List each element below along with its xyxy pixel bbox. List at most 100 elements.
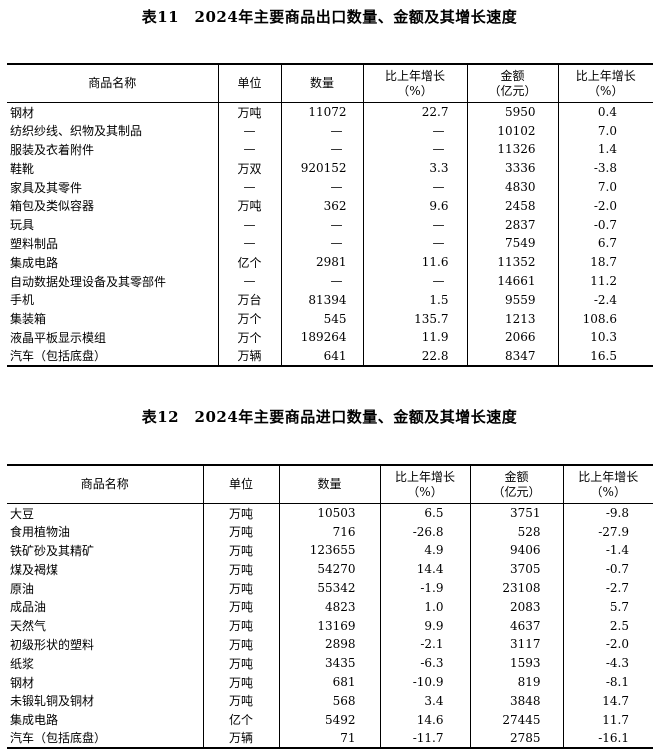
column-header-name: 商品名称: [7, 64, 218, 103]
cell-amount: 5950: [466, 102, 558, 122]
cell-amount: 3705: [469, 559, 563, 579]
table-row: 纸浆 万吨 3435 -6.3 1593 -4.3: [7, 653, 653, 673]
cell-quantity: 3435: [278, 653, 380, 673]
cell-amount: 4637: [469, 616, 563, 636]
cell-amount-growth: 10.3: [557, 328, 653, 347]
cell-quantity-growth: 22.7: [362, 102, 467, 122]
cell-amount-growth: -27.9: [562, 522, 653, 542]
cell-quantity: 641: [280, 346, 363, 366]
cell-quantity-growth: -2.1: [379, 635, 470, 654]
cell-quantity-growth: -1.9: [379, 578, 470, 598]
table11-title: 表11 2024年主要商品出口数量、金额及其增长速度: [141, 8, 518, 26]
cell-name: 大豆: [10, 506, 35, 521]
table-row: 塑料制品 — — —7549 6.7: [7, 234, 653, 253]
cell-quantity-growth: 1.5: [362, 290, 467, 310]
column-header-quantity-growth: 比上年增长 （%）: [362, 64, 467, 103]
cell-amount: 1593: [469, 653, 563, 673]
table-row: 煤及褐煤 万吨 54270 14.4 3705 -0.7: [7, 559, 653, 579]
cell-amount-growth: -3.8: [557, 158, 653, 178]
cell-amount: 2066: [466, 328, 558, 347]
cell-amount: 7549: [466, 234, 558, 253]
cell-amount-growth: 108.6: [557, 309, 653, 329]
cell-name: 原油: [10, 581, 35, 596]
cell-unit: —: [217, 215, 281, 235]
cell-quantity: 568: [278, 691, 380, 711]
cell-amount: 528: [469, 522, 563, 542]
cell-quantity-growth: —: [362, 215, 467, 235]
cell-quantity-growth: 14.4: [379, 559, 470, 579]
cell-quantity: 920152: [280, 158, 363, 178]
column-header-quantity-growth: 比上年增长 （%）: [379, 465, 470, 504]
cell-amount: 1213: [466, 309, 558, 329]
cell-unit: —: [217, 271, 281, 291]
export-table: 商品名称 单位 数量 比上年增长 （%） 金额 （亿元） 比上年增长 （%） 钢材 万吨 11…: [7, 63, 653, 367]
cell-name: 家具及其零件: [10, 180, 83, 195]
cell-unit: 万吨: [202, 559, 279, 579]
cell-unit: 亿个: [202, 710, 279, 730]
cell-unit: 万辆: [217, 346, 281, 366]
cell-quantity-growth: 11.9: [362, 328, 467, 347]
import-table: 商品名称 单位 数量 比上年增长 （%） 金额 （亿元） 比上年增长 （%） 大豆 万吨 10…: [7, 464, 653, 749]
cell-unit: 万吨: [202, 691, 279, 711]
table-row: 未锻轧铜及铜材 万吨 568 3.4 3848 14.7: [7, 691, 653, 711]
cell-quantity-growth: 6.5: [379, 503, 470, 523]
cell-unit: —: [217, 177, 281, 197]
cell-amount-growth: -4.3: [562, 653, 653, 673]
column-header-name: 商品名称: [7, 465, 203, 504]
cell-quantity: 81394: [280, 290, 363, 310]
cell-unit: 万吨: [202, 541, 279, 560]
cell-name: 汽车（包括底盘）: [10, 349, 107, 364]
cell-quantity: 11072: [280, 102, 363, 122]
table-row: 家具及其零件 — — —4830 7.0: [7, 177, 653, 197]
cell-name: 集成电路: [10, 255, 59, 270]
column-header-quantity: 数量: [280, 64, 363, 103]
cell-unit: 万吨: [217, 102, 281, 122]
column-header-unit: 单位: [217, 64, 281, 103]
cell-quantity: 189264: [280, 328, 363, 347]
cell-quantity: 55342: [278, 578, 380, 598]
cell-quantity: 13169: [278, 616, 380, 636]
cell-amount: 11352: [466, 252, 558, 272]
cell-quantity-growth: 9.9: [379, 616, 470, 636]
cell-quantity: 123655: [278, 541, 380, 560]
cell-quantity: —: [280, 215, 363, 235]
cell-unit: 万吨: [202, 578, 279, 598]
cell-unit: —: [217, 140, 281, 159]
cell-name: 纸浆: [10, 656, 35, 671]
cell-quantity: 681: [278, 672, 380, 692]
cell-quantity-growth: -11.7: [379, 729, 470, 748]
cell-amount-growth: 11.7: [562, 710, 653, 730]
cell-quantity: 5492: [278, 710, 380, 730]
cell-unit: 万个: [217, 328, 281, 347]
table-row: 服装及衣着附件 — — —11326 1.4: [7, 140, 653, 159]
column-header-amount-growth: 比上年增长 （%）: [557, 64, 653, 103]
cell-amount-growth: 18.7: [557, 252, 653, 272]
cell-name: 液晶平板显示模组: [10, 330, 107, 345]
column-header-quantity: 数量: [278, 465, 380, 504]
cell-amount: 819: [469, 672, 563, 692]
cell-quantity-growth: -26.8: [379, 522, 470, 542]
table12-title: 表12 2024年主要商品进口数量、金额及其增长速度: [141, 408, 518, 426]
cell-name: 箱包及类似容器: [10, 199, 95, 214]
cell-amount: 9406: [469, 541, 563, 560]
cell-amount-growth: 0.4: [557, 102, 653, 122]
cell-quantity: 2981: [280, 252, 363, 272]
cell-unit: 万吨: [202, 672, 279, 692]
table-row: 箱包及类似容器 万吨 362 9.6 2458 -2.0: [7, 196, 653, 216]
cell-quantity: 2898: [278, 635, 380, 654]
cell-amount: 8347: [466, 346, 558, 366]
cell-name: 纺织纱线、织物及其制品: [10, 124, 143, 139]
cell-quantity: 4823: [278, 597, 380, 617]
cell-unit: —: [217, 234, 281, 253]
cell-unit: —: [217, 121, 281, 141]
cell-name: 煤及褐煤: [10, 562, 59, 577]
cell-name: 钢材: [10, 675, 35, 690]
cell-unit: 万辆: [202, 729, 279, 748]
table-row: 铁矿砂及其精矿 万吨 123655 4.9 9406 -1.4: [7, 541, 653, 560]
cell-amount: 9559: [466, 290, 558, 310]
cell-unit: 万吨: [202, 522, 279, 542]
header-row: 商品名称 单位 数量 比上年增长 （%） 金额 （亿元） 比上年增长 （%）: [7, 465, 653, 504]
cell-quantity: —: [280, 121, 363, 141]
table-row: 鞋靴 万双 920152 3.3 3336 -3.8: [7, 158, 653, 178]
cell-name: 玩具: [10, 218, 35, 233]
